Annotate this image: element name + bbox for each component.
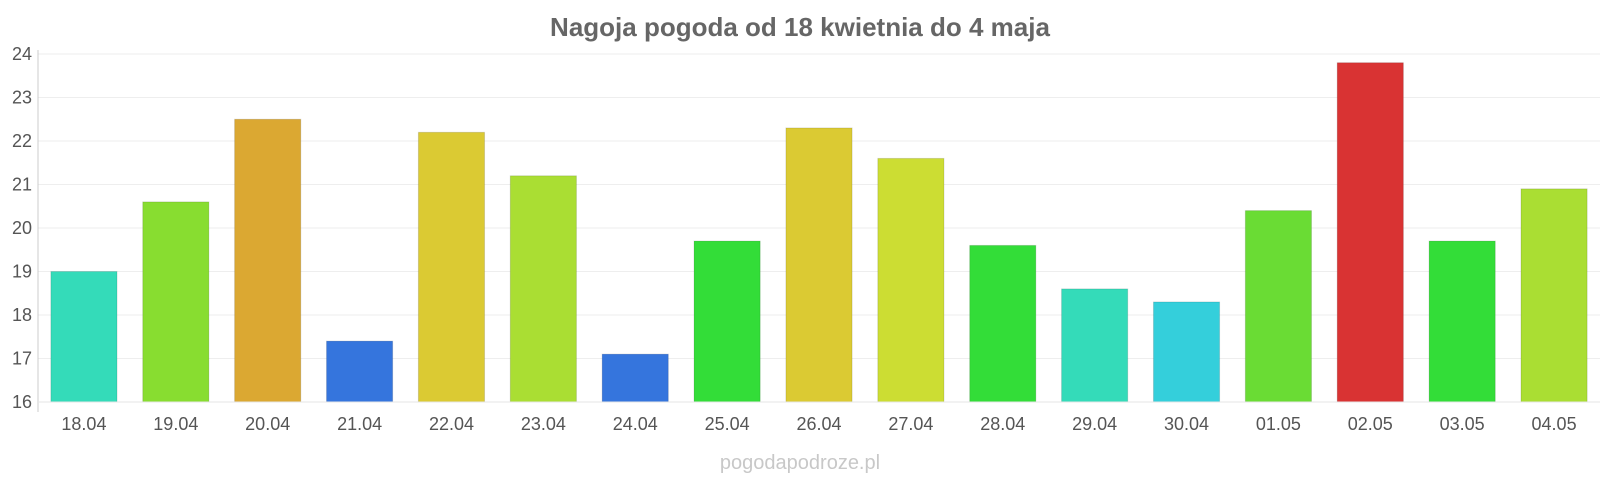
bar-28.04 (969, 244, 1037, 403)
bar-22.04 (417, 131, 486, 403)
bar-03.05 (1428, 240, 1496, 403)
bar-01.05 (1244, 210, 1312, 403)
bar-19.04 (142, 201, 210, 403)
bar-27.04 (877, 157, 945, 403)
x-tick-label-27.04: 27.04 (888, 414, 933, 434)
bar-29.04 (1061, 288, 1129, 403)
x-tick-label-18.04: 18.04 (61, 414, 106, 434)
x-tick-label-29.04: 29.04 (1072, 414, 1117, 434)
bar-23.04 (509, 175, 577, 403)
y-tick-label-23: 23 (12, 88, 32, 108)
x-tick-label-20.04: 20.04 (245, 414, 290, 434)
y-tick-label-17: 17 (12, 349, 32, 369)
x-tick-label-02.05: 02.05 (1348, 414, 1393, 434)
chart-title: Nagoja pogoda od 18 kwietnia do 4 maja (550, 12, 1050, 42)
bar-21.04 (326, 340, 394, 403)
bar-24.04 (601, 353, 669, 403)
x-tick-label-04.05: 04.05 (1532, 414, 1577, 434)
bar-20.04 (234, 118, 302, 403)
y-tick-label-24: 24 (12, 44, 32, 64)
bar-04.05 (1520, 188, 1588, 403)
x-tick-label-19.04: 19.04 (153, 414, 198, 434)
y-tick-label-18: 18 (12, 305, 32, 325)
x-tick-label-25.04: 25.04 (705, 414, 750, 434)
bar-02.05 (1336, 62, 1404, 403)
x-tick-label-26.04: 26.04 (796, 414, 841, 434)
x-tick-labels: 18.04 19.04 20.04 21.04 22.04 23.04 24.04 25.04… (61, 414, 1576, 434)
x-tick-label-30.04: 30.04 (1164, 414, 1209, 434)
y-tick-label-22: 22 (12, 131, 32, 151)
x-tick-label-01.05: 01.05 (1256, 414, 1301, 434)
x-tick-label-28.04: 28.04 (980, 414, 1025, 434)
bar-18.04 (50, 271, 118, 403)
axes (37, 50, 1600, 412)
bar-30.04 (1152, 301, 1221, 403)
x-tick-label-03.05: 03.05 (1440, 414, 1485, 434)
bars (50, 62, 1588, 403)
x-tick-label-22.04: 22.04 (429, 414, 474, 434)
x-tick-label-21.04: 21.04 (337, 414, 382, 434)
y-tick-label-21: 21 (12, 175, 32, 195)
bar-25.04 (693, 240, 761, 403)
x-tick-label-23.04: 23.04 (521, 414, 566, 434)
x-tick-label-24.04: 24.04 (613, 414, 658, 434)
footer-source: pogodapodroze.pl (720, 452, 880, 474)
y-tick-label-16: 16 (12, 392, 32, 412)
y-tick-label-19: 19 (12, 262, 32, 282)
bar-26.04 (785, 127, 853, 403)
y-tick-labels: 16 17 18 19 20 21 22 23 24 (12, 44, 32, 412)
y-tick-label-20: 20 (12, 218, 32, 238)
